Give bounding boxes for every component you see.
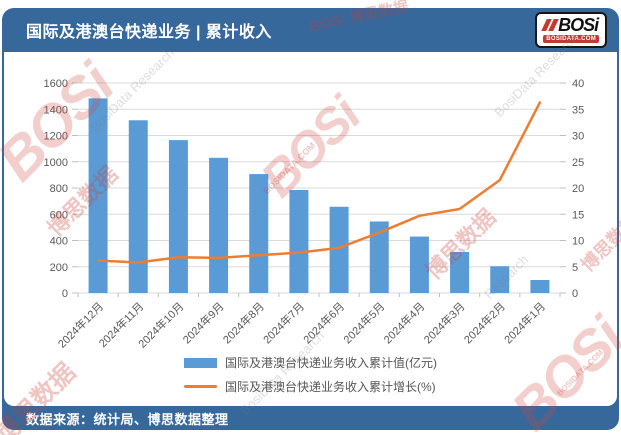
revenue-bar [409, 236, 429, 293]
x-axis-label: 2024年5月 [340, 299, 387, 346]
chart-card: 国际及港澳台快递业务 | 累计收入 BOSi BOSIDATA.COM 0 200… [2, 8, 619, 430]
x-axis-label: 2024年4月 [380, 299, 427, 346]
bosi-logo: BOSi BOSIDATA.COM [535, 12, 607, 48]
right-axis-label: 5 [572, 262, 578, 274]
left-axis-label: 1600 [44, 78, 68, 90]
legend-item-bar: 国际及港澳台快递业务收入累计值(亿元) [184, 354, 437, 371]
revenue-bar [530, 280, 550, 293]
bar-series-label: 国际及港澳台快递业务收入累计值(亿元) [225, 356, 437, 370]
x-axis-label: 2024年3月 [421, 299, 468, 346]
right-axis-label: 25 [572, 157, 584, 169]
legend-item-line: 国际及港澳台快递业务收入累计增长(%) [184, 378, 436, 395]
line-series-swatch [184, 385, 217, 388]
left-axis-label: 800 [50, 183, 68, 195]
revenue-bar [289, 189, 309, 293]
left-axis-label: 1000 [44, 157, 68, 169]
logo-domain: BOSIDATA.COM [543, 35, 599, 43]
x-axis-label: 2024年1月 [501, 299, 548, 346]
right-axis-label: 10 [572, 236, 584, 248]
x-axis-label: 2024年9月 [180, 299, 227, 346]
left-axis-label: 400 [50, 236, 68, 248]
line-series-label: 国际及港澳台快递业务收入累计增长(%) [225, 380, 436, 394]
left-axis-label: 600 [50, 209, 68, 221]
left-axis-label: 0 [62, 288, 68, 300]
growth-line [96, 101, 542, 264]
x-axis-label: 2024年7月 [260, 299, 307, 346]
card-header: 国际及港澳台快递业务 | 累计收入 BOSi BOSIDATA.COM [2, 8, 619, 52]
page-title: 国际及港澳台快递业务 | 累计收入 [26, 24, 272, 41]
x-axis-label: 2024年2月 [461, 299, 508, 346]
revenue-bar [450, 251, 470, 293]
revenue-bar [88, 98, 108, 293]
left-axis-label: 1200 [44, 131, 68, 143]
bar-series-swatch [184, 357, 217, 368]
right-axis-label: 35 [572, 104, 584, 116]
data-source: 数据来源：统计局、博思数据整理 [26, 411, 229, 427]
revenue-bar [329, 206, 349, 293]
x-axis-label: 2024年6月 [300, 299, 347, 346]
bosi-logo-top: BOSi [541, 15, 599, 35]
revenue-bar [209, 157, 229, 293]
right-axis-label: 30 [572, 131, 584, 143]
right-axis-label: 0 [572, 288, 578, 300]
left-axis-label: 200 [50, 262, 68, 274]
revenue-bar [249, 174, 269, 293]
card-footer: 数据来源：统计局、博思数据整理 [2, 406, 619, 430]
right-axis-label: 40 [572, 78, 584, 90]
combo-chart: 0 200 400 600 800 1000 1200 1400 1600 0 5 10 15 20 25 3… [44, 78, 585, 351]
revenue-bar [128, 120, 148, 294]
logo-wordmark: BOSi [558, 15, 599, 35]
right-axis-label: 15 [572, 209, 584, 221]
revenue-bar [168, 140, 188, 293]
right-axis-label: 20 [572, 183, 584, 195]
left-axis-label: 1400 [44, 104, 68, 116]
revenue-bar [369, 221, 389, 293]
legend: 国际及港澳台快递业务收入累计值(亿元) 国际及港澳台快递业务收入累计增长(%) [184, 354, 437, 395]
x-axis-label: 2024年8月 [220, 299, 267, 346]
revenue-bar [490, 266, 510, 293]
chart-area: 0 200 400 600 800 1000 1200 1400 1600 0 5 10 15 20 25 3… [4, 52, 617, 406]
